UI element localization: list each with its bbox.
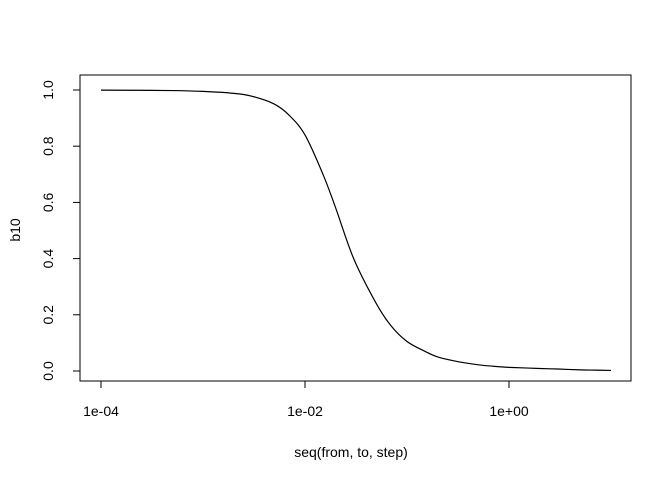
y-tick-label: 0.2 <box>40 305 56 325</box>
y-axis: 0.0 0.2 0.4 0.6 0.8 1.0 <box>40 80 81 381</box>
x-tick-label: 1e-04 <box>83 403 119 419</box>
y-tick-label: 0.4 <box>40 249 56 269</box>
series-layer <box>100 89 612 372</box>
plot-frame <box>79 74 632 382</box>
x-tick-label: 1e-02 <box>287 403 323 419</box>
y-tick-label: 0.0 <box>40 361 56 381</box>
series-line <box>100 89 612 372</box>
y-tick-label: 1.0 <box>40 80 56 100</box>
x-axis-label: seq(from, to, step) <box>294 444 408 460</box>
y-axis-label: b10 <box>7 218 23 242</box>
y-tick-label: 0.6 <box>40 192 56 212</box>
y-tick-label: 0.8 <box>40 136 56 156</box>
x-axis: 1e-04 1e-02 1e+00 <box>83 380 529 419</box>
x-tick-label: 1e+00 <box>489 403 529 419</box>
